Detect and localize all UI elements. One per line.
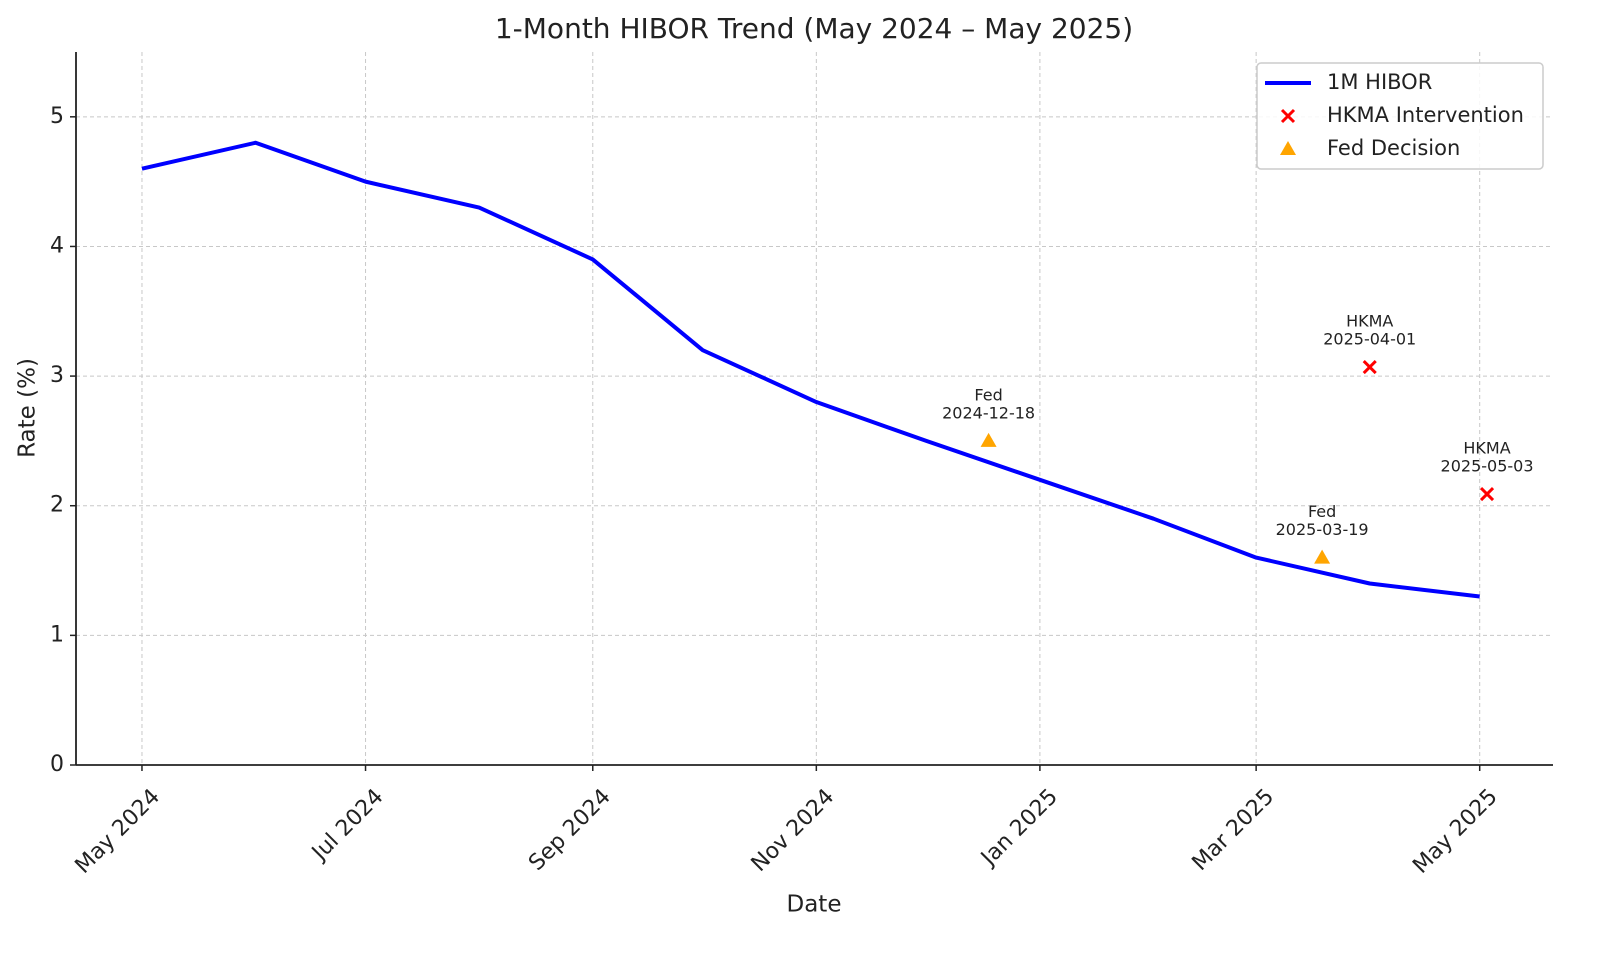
y-tick-label: 2	[50, 493, 64, 518]
annotation: 2025-05-03	[1441, 457, 1534, 476]
x-tick-label: Nov 2024	[747, 784, 840, 877]
y-tick-label: 0	[50, 752, 64, 777]
annotation: 2025-03-19	[1276, 520, 1369, 539]
x-tick-label: Jan 2025	[975, 784, 1063, 872]
y-tick-label: 5	[50, 104, 64, 129]
annotation: Fed	[1308, 502, 1336, 521]
y-axis-label: Rate (%)	[15, 358, 41, 458]
marker-triangle	[1314, 549, 1331, 564]
y-tick-label: 4	[50, 233, 64, 258]
marker-x	[1280, 108, 1296, 124]
legend-label: HKMA Intervention	[1327, 103, 1524, 127]
marker-triangle	[980, 432, 997, 447]
x-tick-label: Mar 2025	[1188, 784, 1280, 876]
legend-label: Fed Decision	[1327, 136, 1460, 160]
y-tick-label: 3	[50, 363, 64, 388]
chart-title: 1-Month HIBOR Trend (May 2024 – May 2025…	[495, 12, 1133, 45]
x-tick-label: May 2024	[71, 784, 165, 878]
x-tick-label: Sep 2024	[524, 784, 616, 876]
x-tick-label: Jul 2024	[306, 784, 388, 866]
legend-frame	[1256, 62, 1544, 170]
annotation: HKMA	[1463, 439, 1510, 458]
annotation: 2024-12-18	[942, 403, 1035, 422]
x-tick-label: May 2025	[1408, 784, 1502, 878]
marker-x	[1479, 486, 1495, 502]
annotation: Fed	[974, 385, 1002, 404]
annotation: HKMA	[1346, 312, 1393, 331]
y-tick-label: 1	[50, 622, 64, 647]
marker-x	[1362, 359, 1377, 375]
legend-label: 1M HIBOR	[1327, 70, 1432, 94]
x-axis-label: Date	[787, 892, 842, 918]
data-line	[141, 140, 1480, 599]
marker-triangle	[1280, 141, 1296, 155]
annotation: 2025-04-01	[1323, 330, 1416, 349]
